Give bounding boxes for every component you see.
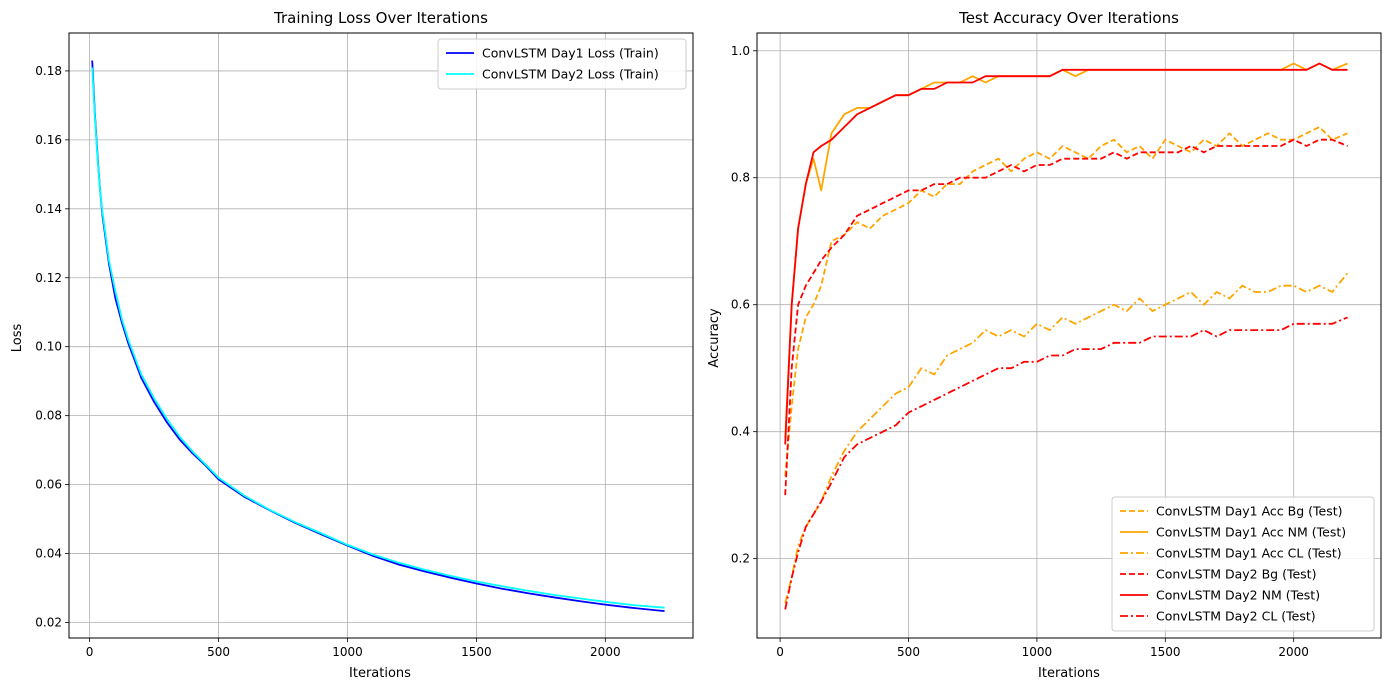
y-tick-label: 1.0 xyxy=(731,44,750,58)
x-tick-label: 0 xyxy=(776,645,784,659)
series-line-convlstm-day1-acc-cl-test xyxy=(784,272,1349,604)
legend-entry: ConvLSTM Day2 CL (Test) xyxy=(1156,609,1316,624)
x-tick-label: 1000 xyxy=(1022,645,1053,659)
y-tick-label: 0.2 xyxy=(731,552,750,566)
series-line-convlstm-day1-acc-bg-test xyxy=(784,126,1348,477)
legend-box xyxy=(1111,496,1375,632)
x-tick-label: 2000 xyxy=(1278,645,1309,659)
x-tick-label: 1500 xyxy=(1150,645,1181,659)
training-loss-title: Training Loss Over Iterations xyxy=(273,9,488,27)
y-tick-label: 0.14 xyxy=(35,202,62,216)
training-loss-legend: ConvLSTM Day1 Loss (Train) ConvLSTM Day2 … xyxy=(437,38,687,90)
y-tick-label: 0.4 xyxy=(731,425,750,439)
legend-entry: ConvLSTM Day1 Loss (Train) xyxy=(482,46,659,61)
series-line-convlstm-day2-bg-test xyxy=(784,138,1348,496)
x-tick-label: 0 xyxy=(86,645,94,659)
test-accuracy-title: Test Accuracy Over Iterations xyxy=(958,9,1179,27)
training-loss-y-axis-label: Loss xyxy=(10,324,25,353)
series-line-convlstm-day2-nm-test xyxy=(784,62,1348,445)
y-tick-label: 0.6 xyxy=(731,298,750,312)
x-tick-label: 1000 xyxy=(332,645,363,659)
series-line-convlstm-day1-loss-train xyxy=(91,60,665,612)
y-tick-label: 0.04 xyxy=(35,547,62,561)
legend-entry: ConvLSTM Day2 Loss (Train) xyxy=(482,67,659,82)
y-tick-label: 0.10 xyxy=(35,340,62,354)
training-loss-plot-frame xyxy=(68,32,694,639)
legend-entry: ConvLSTM Day2 NM (Test) xyxy=(1156,588,1320,603)
legend-entry: ConvLSTM Day1 Acc CL (Test) xyxy=(1156,546,1342,561)
legend-entry: ConvLSTM Day2 Bg (Test) xyxy=(1156,567,1316,582)
y-tick-label: 0.08 xyxy=(35,409,62,423)
y-tick-label: 0.8 xyxy=(731,171,750,185)
test-accuracy-x-axis-label: Iterations xyxy=(1038,666,1100,681)
training-loss-x-axis-label: Iterations xyxy=(349,666,411,681)
x-tick-label: 500 xyxy=(207,645,230,659)
test-accuracy-legend: ConvLSTM Day1 Acc Bg (Test) ConvLSTM Day1… xyxy=(1111,496,1375,632)
x-tick-label: 2000 xyxy=(590,645,621,659)
y-tick-label: 0.06 xyxy=(35,478,62,492)
series-line-convlstm-day2-cl-test xyxy=(784,316,1348,610)
y-tick-label: 0.12 xyxy=(35,271,62,285)
x-tick-label: 500 xyxy=(897,645,920,659)
legend-entry: ConvLSTM Day1 Acc Bg (Test) xyxy=(1156,504,1343,519)
x-tick-label: 1500 xyxy=(461,645,492,659)
training-loss-panel: Training Loss Over Iterations Iterations… xyxy=(10,9,694,681)
y-tick-label: 0.02 xyxy=(35,615,62,629)
legend-box xyxy=(437,38,687,90)
test-accuracy-panel: Test Accuracy Over Iterations Iterations… xyxy=(707,9,1382,681)
series-line-convlstm-day2-loss-train xyxy=(91,67,665,609)
test-accuracy-y-axis-label: Accuracy xyxy=(707,308,722,368)
y-tick-label: 0.18 xyxy=(35,64,62,78)
y-tick-label: 0.16 xyxy=(35,133,62,147)
test-accuracy-plot-frame xyxy=(756,32,1382,639)
legend-entry: ConvLSTM Day1 Acc NM (Test) xyxy=(1156,525,1346,540)
